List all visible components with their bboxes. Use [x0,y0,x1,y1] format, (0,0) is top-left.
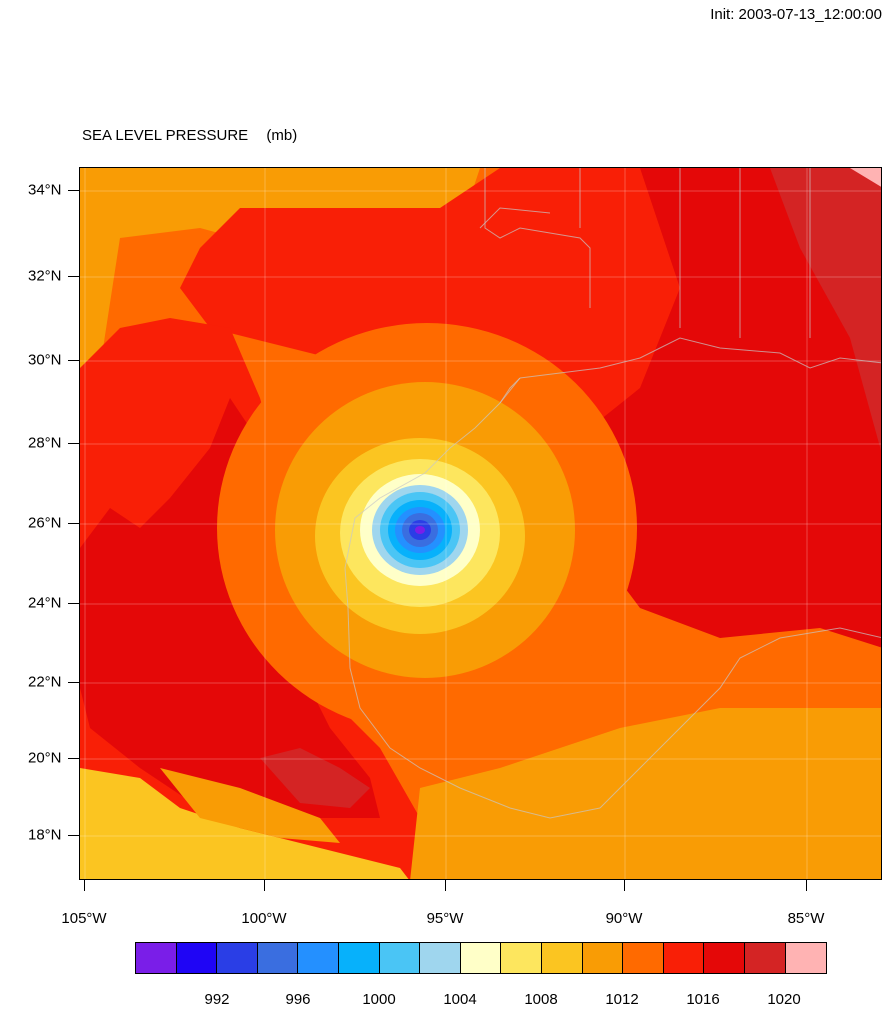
colorbar-label: 1004 [443,991,477,1008]
lat-tick [68,443,79,444]
lat-label: 32°N [28,267,62,285]
colorbar-swatch [623,943,664,973]
colorbar-swatch [136,943,177,973]
lon-label: 90°W [605,910,643,927]
colorbar-swatch [785,943,827,973]
colorbar-swatch [338,943,380,973]
lat-tick [68,835,79,836]
lat-tick [68,276,79,277]
colorbar-label: 1008 [524,991,558,1008]
lon-tick [624,880,625,891]
field-south-orange [160,768,340,843]
lon-tick [806,880,807,891]
lat-label: 20°N [28,749,62,767]
colorbar-swatch [176,943,218,973]
lat-label: 22°N [28,673,62,691]
colorbar-swatch [704,943,745,973]
coastlines [344,168,881,819]
field-northeast [770,168,881,451]
lat-label: 26°N [28,514,62,532]
lon-label: 95°W [426,910,464,927]
lat-tick [68,758,79,759]
lat-label: 18°N [28,826,62,844]
colorbar-label: 1000 [362,991,396,1008]
colorbar-swatch [582,943,624,973]
colorbar-label: 1016 [686,991,720,1008]
lon-label: 100°W [241,910,287,927]
field-southwest-darkred [260,748,370,808]
colorbar-swatch [379,943,421,973]
graticule [80,168,881,879]
pressure-field [80,168,881,879]
field-west-deepred [80,398,380,818]
init-time-label: Init: 2003-07-13_12:00:00 [710,6,882,23]
colorbar-swatch [663,943,705,973]
lat-tick [68,603,79,604]
field-south-yellow [80,768,409,879]
lat-label: 24°N [28,594,62,612]
lon-tick [84,880,85,891]
colorbar-swatch [420,943,461,973]
storm-rings [217,323,637,733]
lon-label: 105°W [61,910,107,927]
lat-tick [68,523,79,524]
lat-tick [68,682,79,683]
colorbar-swatch [217,943,258,973]
colorbar-swatch [744,943,786,973]
pressure-map [79,167,882,880]
colorbar-label: 996 [285,991,311,1008]
lat-tick [68,190,79,191]
colorbar-label: 1020 [767,991,801,1008]
lon-tick [264,880,265,891]
field-east-deepred [580,168,881,648]
lat-tick [68,360,79,361]
colorbar-swatch [501,943,542,973]
lon-label: 85°W [787,910,825,927]
colorbar-swatch [541,943,583,973]
lon-tick [445,880,446,891]
plot-title: SEA LEVEL PRESSURE (mb) [82,127,297,144]
colorbar-swatch [257,943,299,973]
title-units: (mb) [266,127,298,144]
title-text: SEA LEVEL PRESSURE [82,127,249,144]
colorbar-swatch [298,943,339,973]
field-southeast-orange [410,708,881,879]
colorbar-swatch [460,943,502,973]
colorbar-label: 1012 [605,991,639,1008]
lat-label: 30°N [28,351,62,369]
lat-label: 34°N [28,181,62,199]
colorbar [135,942,828,974]
lat-label: 28°N [28,434,62,452]
colorbar-label: 992 [204,991,230,1008]
